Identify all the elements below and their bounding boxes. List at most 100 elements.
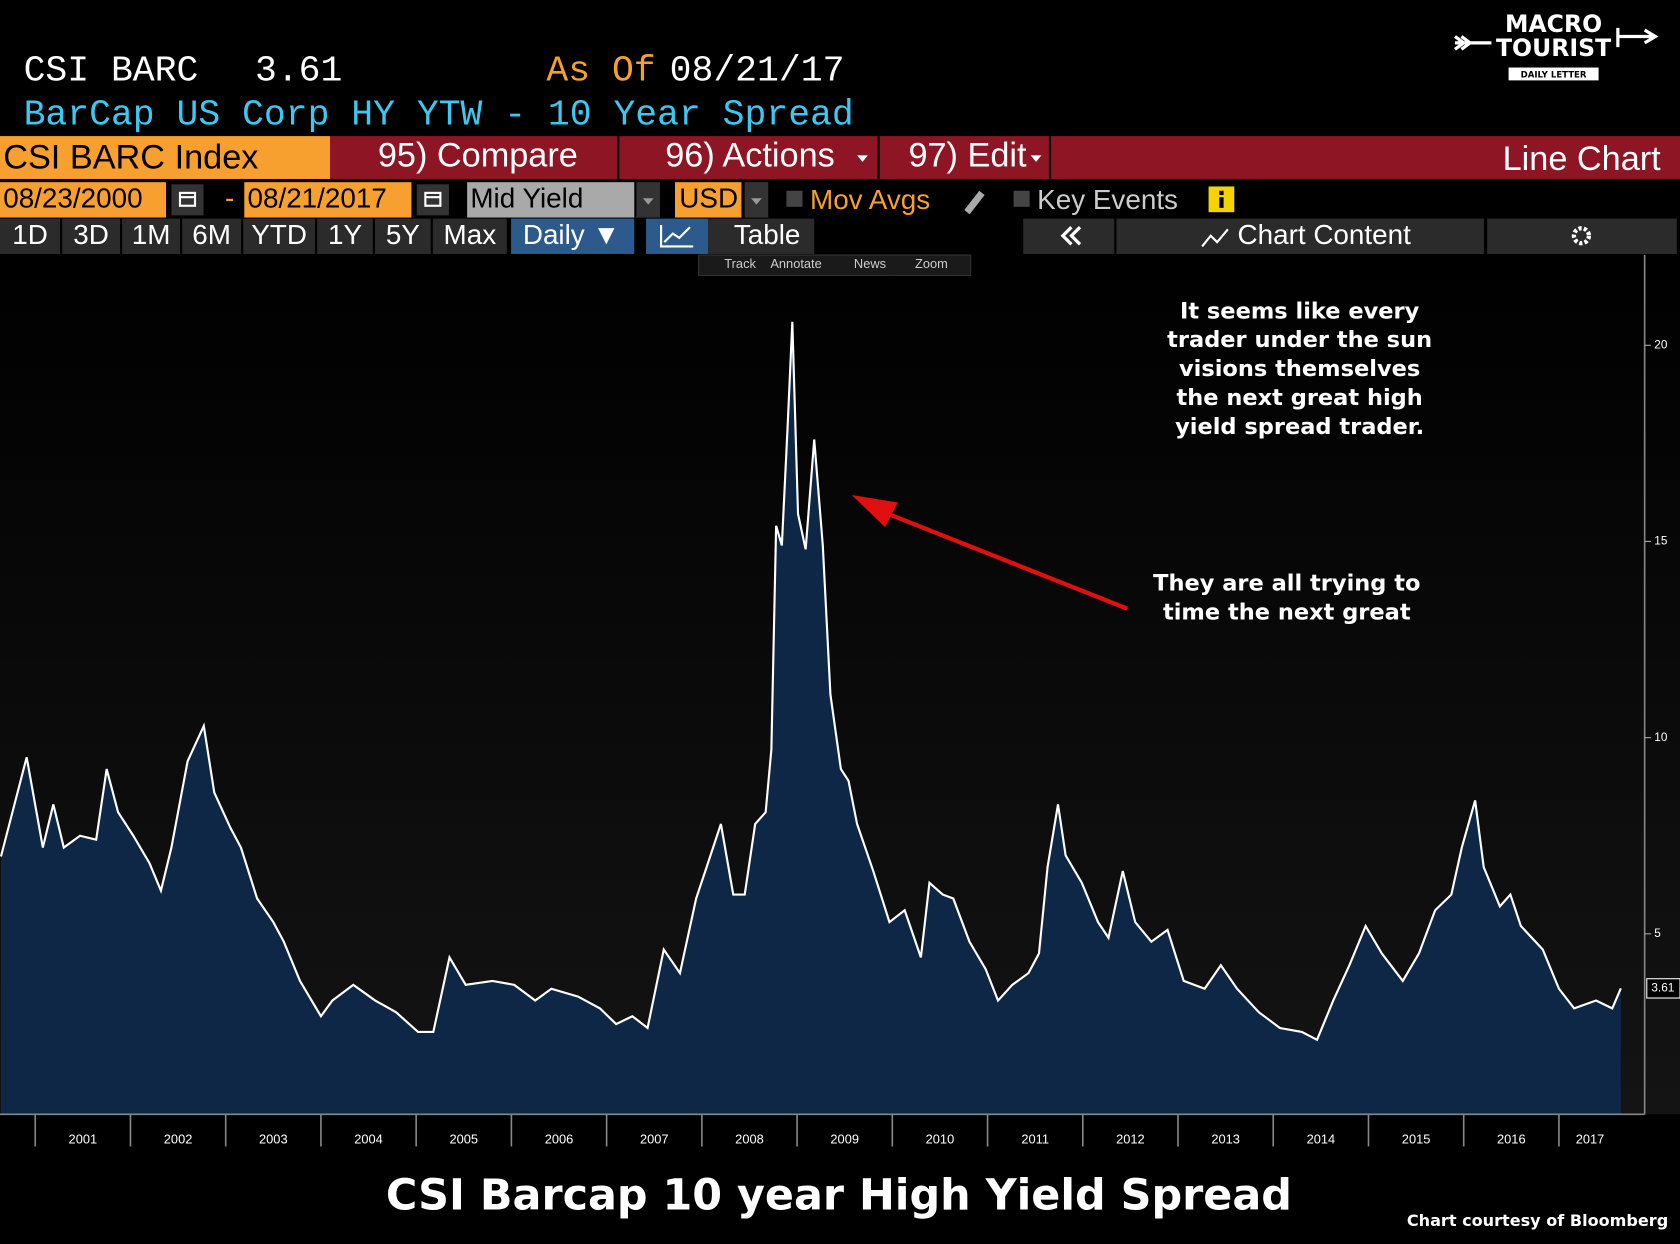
end-date[interactable]: 08/21/2017 <box>247 183 386 214</box>
frequency[interactable]: Daily ▼ <box>523 219 620 250</box>
frequency-button[interactable] <box>511 218 635 254</box>
field-select[interactable] <box>467 182 635 218</box>
period-button[interactable] <box>243 218 315 254</box>
calendar-icon[interactable] <box>171 184 204 216</box>
annotation: visions themselves <box>1179 356 1420 382</box>
x-tick-label: 2004 <box>354 1131 383 1146</box>
edit-button[interactable]: 97) Edit <box>908 137 1027 175</box>
dropdown-arrow[interactable] <box>1030 155 1042 162</box>
period-button[interactable] <box>122 218 180 254</box>
last-value-label: 3.61 <box>1651 981 1674 994</box>
period-label[interactable]: 1D <box>12 219 48 250</box>
annotation: trader under the sun <box>1167 327 1432 353</box>
logo-text: MACRO <box>1505 10 1602 38</box>
x-tick-label: 2013 <box>1211 1131 1240 1146</box>
annotation: time the next great <box>1163 599 1411 625</box>
tool[interactable]: Annotate <box>770 256 821 271</box>
x-tick-label: 2003 <box>259 1131 288 1146</box>
period-label[interactable]: 6M <box>192 219 231 250</box>
dropdown-arrow[interactable] <box>642 198 654 205</box>
y-tick-label: 20 <box>1654 338 1668 351</box>
x-tick-label: 2012 <box>1116 1131 1145 1146</box>
tools-bar <box>698 254 972 276</box>
actions-button[interactable]: 96) Actions <box>665 137 835 175</box>
table[interactable]: Table <box>734 219 801 250</box>
pencil-icon[interactable] <box>964 190 985 215</box>
x-tick-label: 2001 <box>69 1131 98 1146</box>
period-label[interactable]: YTD <box>251 219 307 250</box>
chart: 2001 2002 2003 2004 2005 2006 2007 2008 2009 2010… <box>0 255 1680 1147</box>
x-tick-label: 2017 <box>1576 1131 1605 1146</box>
x-tick-label: 2008 <box>735 1131 764 1146</box>
logo: MACRO TOURIST DAILY LETTER <box>1454 10 1659 81</box>
checkbox[interactable] <box>786 190 803 207</box>
y-tick-label: 15 <box>1654 535 1668 548</box>
logo-text: TOURIST <box>1496 34 1611 62</box>
compare-button[interactable]: 95) Compare <box>378 137 578 175</box>
currency[interactable]: USD <box>679 183 738 214</box>
credit: Chart courtesy of Bloomberg <box>1407 1211 1668 1230</box>
date-field[interactable] <box>0 182 167 218</box>
period-button[interactable] <box>432 218 507 254</box>
x-tick-label: 2015 <box>1402 1131 1431 1146</box>
date-field[interactable] <box>244 182 412 218</box>
x-tick-label: 2005 <box>449 1131 478 1146</box>
period-label[interactable]: Max <box>444 219 497 250</box>
period-button[interactable] <box>0 218 60 254</box>
settings-button[interactable] <box>1487 218 1677 254</box>
logo-text: DAILY LETTER <box>1521 71 1587 81</box>
period-label[interactable]: 1Y <box>328 219 362 250</box>
period-button[interactable] <box>182 218 242 254</box>
tools: Track Annotate News Zoom <box>724 256 948 271</box>
period-button[interactable] <box>62 218 120 254</box>
security[interactable]: CSI BARC Index <box>3 139 258 177</box>
x-tick-label: 2009 <box>830 1131 859 1146</box>
period-button[interactable] <box>317 218 373 254</box>
checkbox[interactable] <box>1013 190 1030 207</box>
period-bar: 1D 3D 1M 6M YTD 1Y 5Y Max <box>0 218 507 254</box>
period-button[interactable] <box>375 218 431 254</box>
last-value-box <box>1646 978 1680 999</box>
date-separator: - <box>225 183 234 214</box>
tool[interactable]: News <box>854 256 886 271</box>
x-tick-label: 2006 <box>545 1131 574 1146</box>
chart-title: CSI Barcap 10 year High Yield Spread <box>386 1170 1292 1220</box>
key-events[interactable]: Key Events <box>1037 184 1178 215</box>
mov-avgs[interactable]: Mov Avgs <box>810 184 930 215</box>
calendar-icon[interactable] <box>416 184 449 216</box>
menu-bar <box>330 136 1680 179</box>
tool[interactable]: Zoom <box>915 256 948 271</box>
x-tick-label: 2007 <box>640 1131 669 1146</box>
annotation: They are all trying to <box>1153 570 1420 596</box>
tool[interactable]: Track <box>724 256 756 271</box>
ticker: CSI BARC <box>24 50 199 91</box>
x-tick-label: 2014 <box>1307 1131 1336 1146</box>
period-label[interactable]: 3D <box>73 219 109 250</box>
period-label[interactable]: 5Y <box>386 219 420 250</box>
security-field[interactable] <box>0 136 330 179</box>
as-of-date: 08/21/17 <box>670 50 845 91</box>
chart-kind[interactable]: Line Chart <box>1503 140 1662 178</box>
annotation: yield spread trader. <box>1175 414 1424 440</box>
subtitle: BarCap US Corp HY YTW - 10 Year Spread <box>24 94 854 135</box>
y-tick-label: 10 <box>1654 731 1668 744</box>
chart-content[interactable]: Chart Content <box>1238 219 1412 250</box>
x-tick-label: 2011 <box>1021 1131 1049 1146</box>
start-date[interactable]: 08/23/2000 <box>3 183 142 214</box>
currency-field[interactable] <box>675 182 742 218</box>
y-tick-label: 5 <box>1654 927 1661 940</box>
x-tick-label: 2016 <box>1497 1131 1526 1146</box>
line <box>0 321 1622 1042</box>
collapse-button[interactable] <box>1023 218 1115 254</box>
chart-content-button[interactable] <box>1116 218 1484 254</box>
annotation: the next great high <box>1176 385 1422 411</box>
annotation-arrow <box>888 512 1128 611</box>
annotation-arrowhead <box>851 495 898 528</box>
dropdown-arrow[interactable] <box>857 155 868 162</box>
field[interactable]: Mid Yield <box>470 183 583 214</box>
dropdown-arrow[interactable] <box>751 198 762 205</box>
as-of-label: As Of <box>546 50 655 91</box>
table-button[interactable] <box>708 218 815 254</box>
period-label[interactable]: 1M <box>132 219 171 250</box>
